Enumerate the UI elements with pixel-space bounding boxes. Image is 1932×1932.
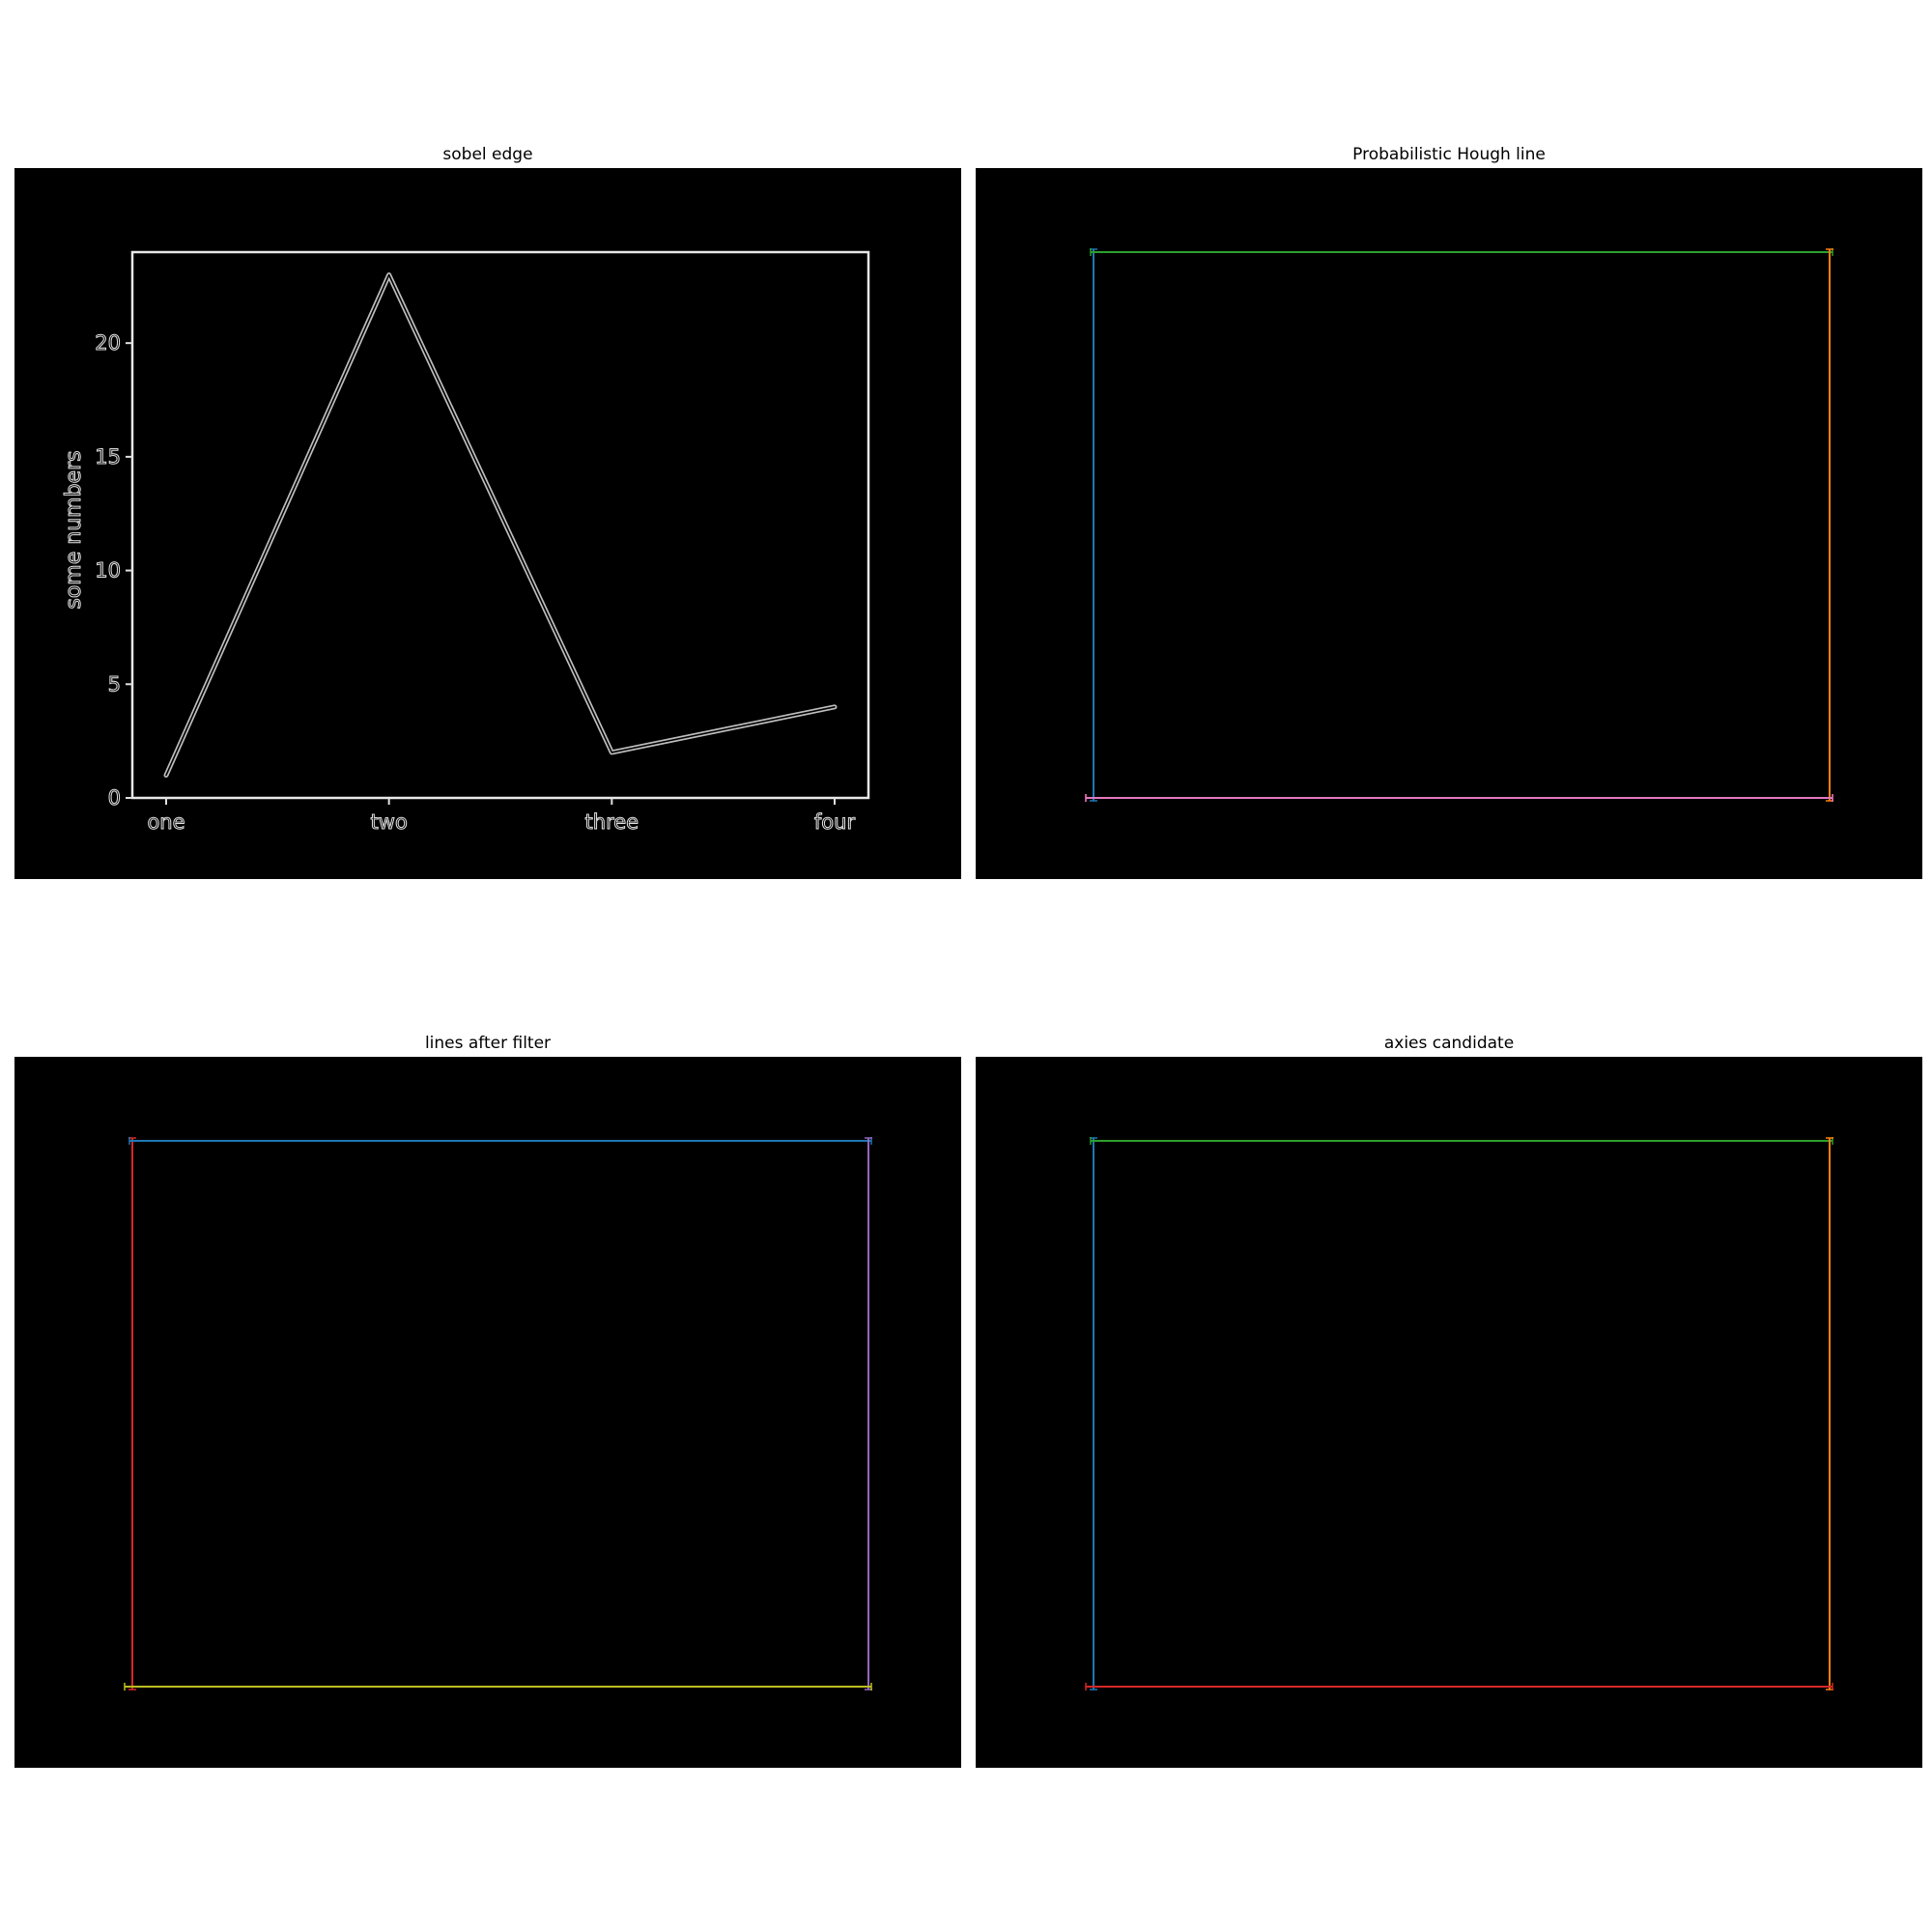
plot-frame <box>130 250 870 800</box>
panel-hough-line <box>976 168 1922 879</box>
lines-after-filter-plot <box>124 1137 872 1690</box>
x-tick-label-four: four <box>814 810 856 834</box>
sobel-edge-plot: 0 5 10 15 20 one two three four some numbers <box>62 250 870 835</box>
panel-axies-candidate <box>976 1057 1922 1768</box>
panel-title-axies-candidate: axies candidate <box>1383 1034 1515 1053</box>
y-tick-label-10: 10 <box>95 559 121 582</box>
panel-title-lines-after-filter: lines after filter <box>424 1034 552 1053</box>
panel-title-hough-line: Probabilistic Hough line <box>1352 145 1546 164</box>
axies-candidate-plot <box>1085 1137 1833 1690</box>
panel-lines-after-filter <box>14 1057 961 1768</box>
hough-line-plot <box>1085 248 1833 802</box>
y-tick-label-0: 0 <box>108 786 121 810</box>
data-line-edge <box>163 272 838 778</box>
y-tick-label-20: 20 <box>95 331 121 355</box>
y-tick-label-15: 15 <box>95 445 121 469</box>
x-tick-label-two: two <box>371 810 408 834</box>
y-axis-label: some numbers <box>62 450 86 609</box>
panel-sobel-edge: 0 5 10 15 20 one two three four some numbers <box>14 168 961 879</box>
y-tick-label-5: 5 <box>108 672 121 696</box>
x-tick-label-one: one <box>147 810 185 834</box>
data-line-inner <box>165 273 836 777</box>
x-tick-label-three: three <box>585 810 639 834</box>
panel-title-sobel-edge: sobel edge <box>442 145 533 164</box>
